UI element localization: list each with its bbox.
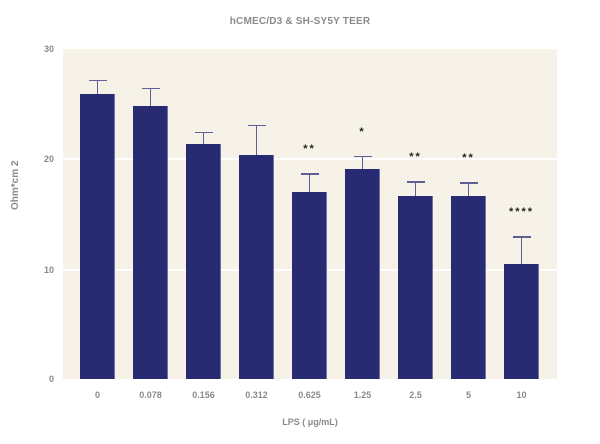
bar [133,106,168,379]
bar [398,196,433,379]
x-tick-label: 2.5 [409,390,422,400]
error-bar [467,182,470,197]
error-bar [255,124,258,155]
error-bar-cap [300,173,319,175]
significance-marker: ** [303,143,316,156]
x-tick-label: 10 [516,390,527,400]
error-bar [361,155,364,169]
significance-marker: **** [508,206,535,218]
error-bar-cap [406,181,425,183]
x-tick-label: 0.625 [298,390,321,400]
x-tick-label: 0.156 [192,390,215,400]
bar [80,94,115,379]
error-bar [414,181,417,197]
error-bar-cap [194,131,213,133]
x-tick-label: 5 [465,390,471,400]
chart-title: hCMEC/D3 & SH-SY5Y TEER [229,16,371,27]
x-tick-label: 0.078 [139,390,162,400]
error-bar [96,79,99,95]
x-tick-label: 0 [94,390,100,400]
y-axis-label: Ohm*cm 2 [10,160,21,210]
bar [186,143,221,379]
error-bar [308,173,311,192]
y-tick-0: 0 [48,374,54,384]
error-bar [149,87,152,107]
error-bar-cap [459,182,478,184]
error-bar-cap [141,87,160,89]
bar [292,192,327,379]
x-tick-label: 1.25 [353,390,372,400]
x-tick-label: 0.312 [245,390,268,400]
error-bar [202,131,205,144]
error-bar-cap [512,236,531,238]
y-tick-30: 30 [43,44,54,54]
bar [504,263,539,379]
bar [451,196,486,379]
error-bar-cap [88,79,107,82]
y-tick-10: 10 [43,265,54,275]
error-bar-cap [353,155,372,158]
bar [345,168,380,379]
error-bar-cap [247,124,266,127]
bar [239,154,274,379]
y-tick-20: 20 [43,154,54,164]
gridline-20 [63,158,557,160]
significance-marker: ** [409,151,422,163]
significance-marker: ** [462,152,475,165]
significance-marker: * [359,125,366,138]
x-axis-label: LPS ( μg/mL) [282,417,338,427]
error-bar [520,236,523,264]
